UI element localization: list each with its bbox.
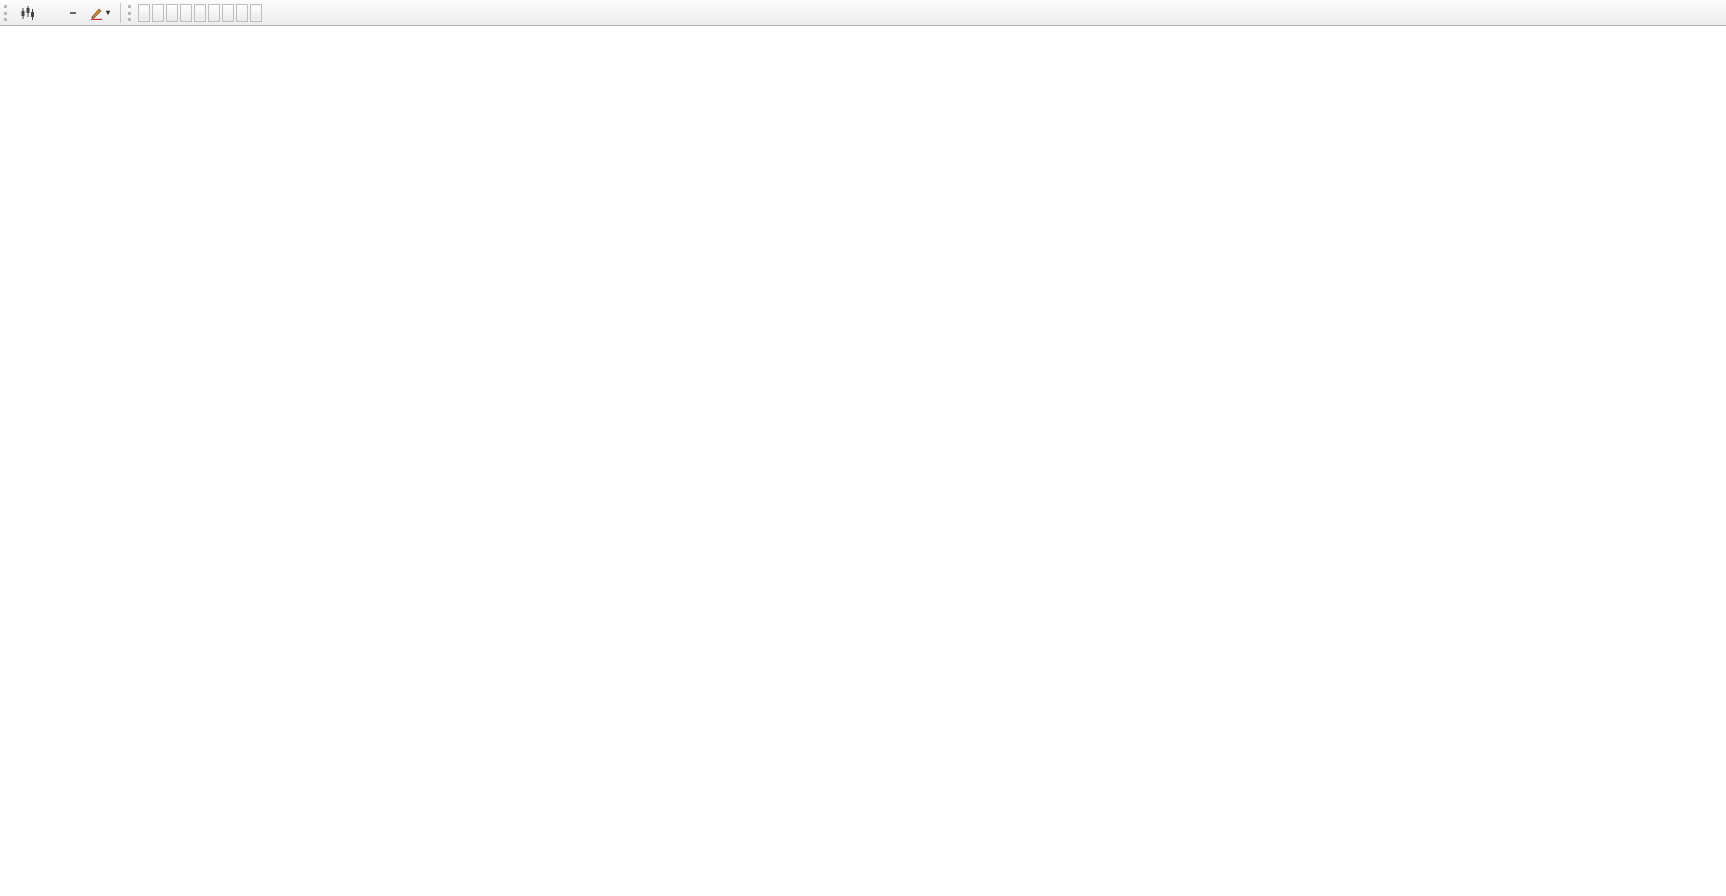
color-pen-button[interactable]: ▾ xyxy=(85,3,114,23)
toolbar-separator xyxy=(120,2,122,23)
chart-canvas[interactable] xyxy=(0,26,1726,896)
timeframe-mn-button[interactable] xyxy=(250,3,263,22)
pen-icon xyxy=(91,8,102,20)
timeframe-h4-button[interactable] xyxy=(208,3,221,22)
timeframe-w1-button[interactable] xyxy=(236,3,249,22)
chart-window[interactable] xyxy=(0,26,1726,896)
timeframe-m15-button[interactable] xyxy=(166,3,179,22)
rsi-indicator-label xyxy=(8,678,18,690)
candlestick-chart-icon xyxy=(21,5,34,20)
toolbar-grip-2[interactable] xyxy=(128,4,134,21)
toolbar: ▾ xyxy=(0,0,1726,26)
timeframe-m1-button[interactable] xyxy=(138,3,151,22)
timeframe-d1-button[interactable] xyxy=(222,3,235,22)
ohlc-header xyxy=(8,30,38,42)
chart-type-button[interactable] xyxy=(15,3,39,23)
text-label-button[interactable] xyxy=(41,3,61,23)
text-box-button[interactable] xyxy=(63,3,83,23)
timeframe-m5-button[interactable] xyxy=(152,3,165,22)
text-box-icon xyxy=(70,11,76,14)
timeframe-m30-button[interactable] xyxy=(180,3,193,22)
toolbar-grip[interactable] xyxy=(4,4,10,21)
dropdown-arrow-icon: ▾ xyxy=(106,8,111,17)
macd-indicator-label xyxy=(8,560,23,572)
timeframe-h1-button[interactable] xyxy=(194,3,207,22)
